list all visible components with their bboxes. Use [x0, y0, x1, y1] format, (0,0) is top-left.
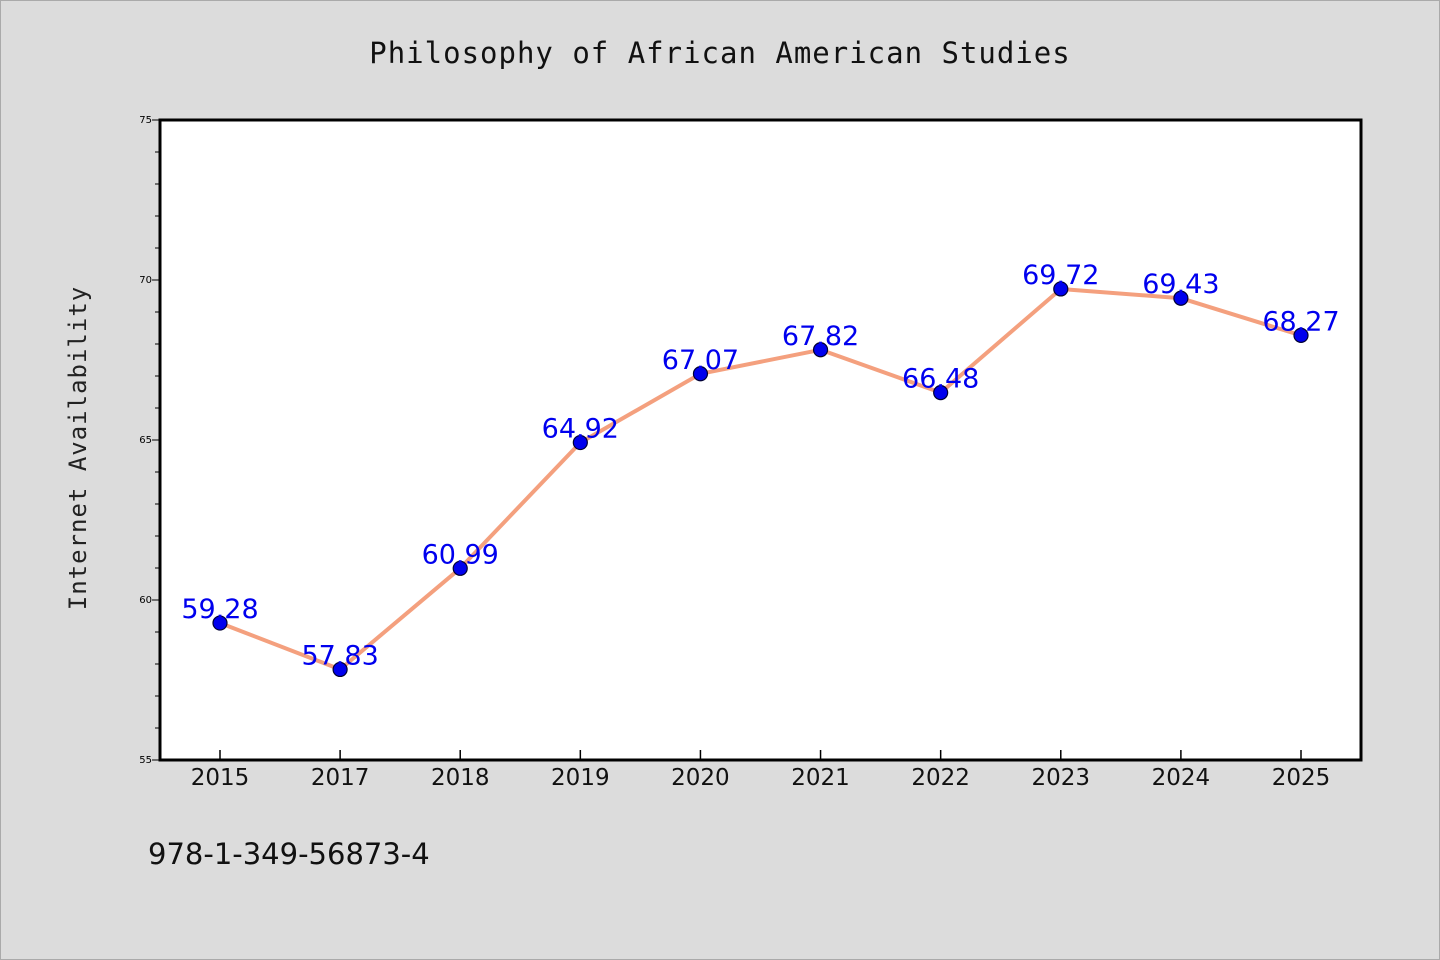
data-point [452, 560, 468, 576]
x-tick-label: 2020 [671, 765, 730, 791]
plot-frame [158, 118, 1363, 762]
chart-title: Philosophy of African American Studies [369, 36, 1070, 70]
data-labels: 59.28 57.83 60.99 64.92 67.07 67.82 66.48 69.72… [181, 260, 1339, 671]
data-label: 64.92 [542, 414, 619, 445]
y-tick-label: 60 [139, 595, 152, 606]
x-tick-label: 2022 [911, 765, 970, 791]
x-tick-label: 2021 [791, 765, 850, 791]
data-point [212, 615, 228, 631]
y-tick-label: 55 [139, 755, 152, 766]
x-axis-ticks: 2015 2017 2018 2019 2020 2021 2022 2023 2024 2025 [191, 750, 1331, 791]
data-label: 57.83 [301, 640, 378, 671]
y-tick-label: 75 [139, 115, 152, 126]
data-label: 59.28 [181, 594, 258, 625]
data-point [1293, 327, 1309, 343]
x-tick-label: 2023 [1032, 765, 1091, 791]
x-tick-label: 2015 [191, 765, 250, 791]
data-label: 69.43 [1142, 269, 1219, 300]
data-label: 69.72 [1022, 260, 1099, 291]
y-axis-ticks: 55 60 65 70 75 [139, 115, 152, 766]
isbn-text: 978-1-349-56873-4 [148, 837, 430, 871]
x-tick-label: 2018 [431, 765, 490, 791]
data-label: 68.27 [1262, 306, 1339, 337]
y-tick-label: 65 [139, 435, 152, 446]
x-tick-label: 2019 [551, 765, 610, 791]
data-point [332, 661, 348, 678]
y-tick-label: 70 [139, 275, 152, 286]
x-tick-label: 2017 [311, 765, 370, 791]
data-point [692, 366, 709, 382]
y-axis-label: Internet Availability [64, 286, 92, 610]
series-markers [212, 281, 1309, 678]
x-tick-label: 2024 [1152, 765, 1211, 791]
data-point [812, 342, 829, 358]
data-point [1173, 290, 1189, 306]
data-point [572, 434, 588, 451]
data-point [1053, 281, 1069, 297]
series-line [218, 287, 1303, 672]
data-label: 66.48 [902, 364, 979, 395]
data-label: 60.99 [422, 539, 499, 570]
data-label: 67.82 [782, 321, 859, 352]
x-tick-label: 2025 [1272, 765, 1331, 791]
data-point [933, 385, 949, 401]
data-label: 67.07 [662, 345, 739, 376]
